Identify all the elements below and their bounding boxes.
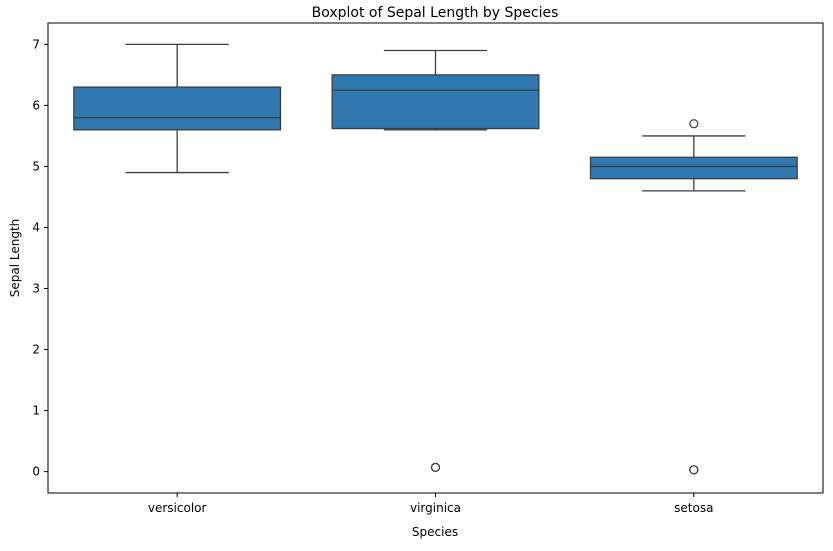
outlier-point [689,119,699,129]
y-tick-label: 7 [32,37,40,51]
box-virginica [331,49,540,472]
box-setosa [589,119,798,475]
y-axis-label: Sepal Length [8,219,22,298]
y-tick-label: 0 [32,465,40,479]
x-tick-label: setosa [674,501,713,515]
y-tick-label: 4 [32,220,40,234]
iqr-box [331,74,540,130]
x-tick-label: virginica [410,501,461,515]
iqr-box [73,86,282,131]
outlier-point [689,465,699,475]
y-tick-label: 5 [32,159,40,173]
x-axis-label: Species [412,525,458,539]
chart-title: Boxplot of Sepal Length by Species [312,5,559,21]
outlier-point [430,462,441,472]
y-tick-label: 2 [32,343,40,357]
y-tick-label: 6 [32,98,40,112]
y-tick-label: 1 [32,404,40,418]
box-versicolor [73,43,282,174]
y-tick-label: 3 [32,282,40,296]
iqr-box [589,156,798,180]
x-tick-label: versicolor [148,501,207,515]
